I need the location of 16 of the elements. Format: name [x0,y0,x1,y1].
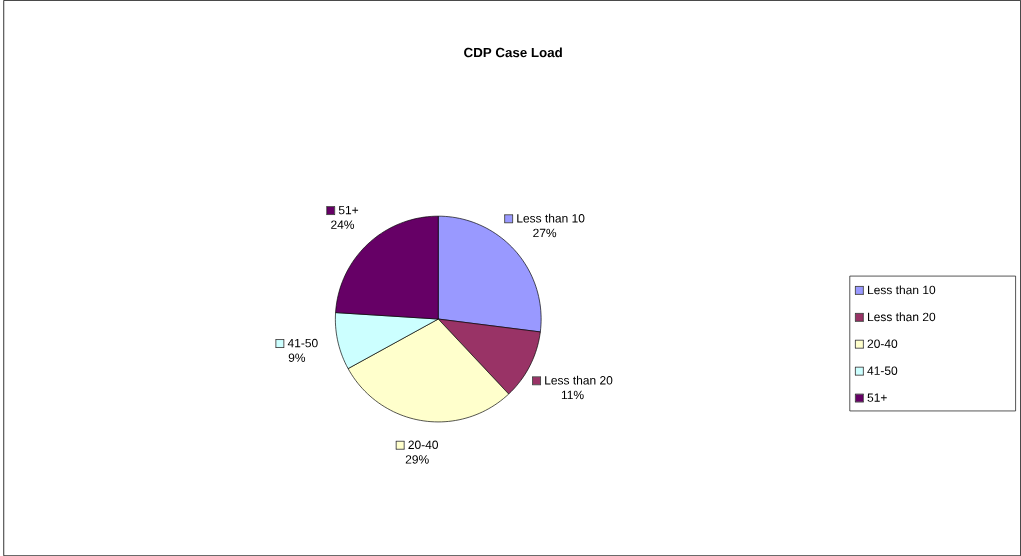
legend-label: 51+ [338,205,359,215]
legend-label: 41-50 [287,338,318,348]
data-label: 24% [331,220,355,229]
category-label: Less than 10 [868,285,936,295]
chart-title: CDP Case Load [464,47,562,58]
data-label: 11% [561,390,584,400]
category-label: 41-50 [867,366,898,375]
data-label: 9% [288,353,306,362]
data-label: 27% [533,228,557,238]
data-label: 29% [405,455,429,464]
category-label: 51+ [867,393,887,402]
legend-label: 20-40 [408,440,439,449]
legend-label: Less than 20 [545,375,613,385]
category-label: Less than 20 [868,312,936,322]
category-label: 20-40 [867,339,898,348]
legend-label: Less than 10 [517,213,585,223]
